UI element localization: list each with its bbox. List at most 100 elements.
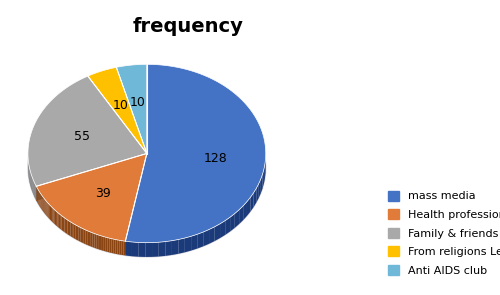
Polygon shape (104, 237, 106, 251)
Polygon shape (68, 220, 69, 235)
Polygon shape (58, 212, 59, 228)
Polygon shape (36, 153, 147, 241)
Polygon shape (86, 230, 87, 245)
Polygon shape (60, 214, 62, 230)
Polygon shape (62, 216, 63, 231)
Polygon shape (76, 225, 77, 240)
Polygon shape (88, 67, 147, 153)
Polygon shape (126, 153, 147, 255)
Polygon shape (243, 201, 247, 220)
Polygon shape (66, 219, 68, 234)
Polygon shape (138, 242, 145, 257)
Text: 55: 55 (74, 130, 90, 143)
Polygon shape (36, 186, 37, 202)
Polygon shape (40, 193, 42, 209)
Polygon shape (254, 188, 256, 207)
Polygon shape (239, 206, 243, 224)
Polygon shape (112, 239, 114, 253)
Polygon shape (59, 214, 60, 229)
Polygon shape (198, 232, 203, 249)
Polygon shape (30, 172, 31, 188)
Polygon shape (235, 210, 239, 228)
Polygon shape (209, 227, 214, 244)
Polygon shape (34, 182, 35, 199)
Polygon shape (72, 223, 74, 238)
Polygon shape (118, 240, 120, 255)
Polygon shape (120, 240, 122, 255)
Polygon shape (122, 241, 124, 255)
Polygon shape (88, 231, 89, 246)
Polygon shape (80, 227, 82, 242)
Polygon shape (191, 234, 198, 250)
Text: 128: 128 (204, 152, 228, 165)
Polygon shape (82, 228, 84, 243)
Polygon shape (55, 210, 56, 225)
Polygon shape (172, 240, 178, 255)
Polygon shape (264, 164, 265, 183)
Polygon shape (250, 193, 254, 212)
Polygon shape (116, 64, 147, 153)
Polygon shape (126, 64, 266, 243)
Polygon shape (89, 232, 91, 246)
Polygon shape (158, 242, 166, 257)
Polygon shape (63, 217, 64, 232)
Polygon shape (106, 237, 108, 252)
Polygon shape (31, 174, 32, 190)
Polygon shape (54, 209, 55, 224)
Polygon shape (110, 238, 112, 253)
Polygon shape (70, 222, 72, 237)
Polygon shape (230, 214, 235, 232)
Polygon shape (247, 197, 250, 216)
Ellipse shape (28, 78, 266, 257)
Polygon shape (152, 242, 158, 257)
Polygon shape (94, 234, 96, 248)
Polygon shape (77, 226, 78, 241)
Text: 10: 10 (130, 96, 146, 109)
Polygon shape (108, 238, 110, 253)
Polygon shape (36, 153, 147, 201)
Polygon shape (37, 188, 38, 203)
Polygon shape (126, 241, 132, 256)
Polygon shape (28, 76, 147, 186)
Polygon shape (50, 205, 51, 221)
Polygon shape (114, 239, 116, 254)
Polygon shape (178, 238, 185, 254)
Polygon shape (42, 196, 43, 212)
Polygon shape (52, 208, 54, 223)
Polygon shape (64, 218, 66, 233)
Polygon shape (98, 235, 100, 250)
Text: frequency: frequency (133, 17, 244, 36)
Polygon shape (96, 234, 98, 249)
Polygon shape (124, 241, 126, 255)
Polygon shape (32, 178, 34, 194)
Polygon shape (100, 235, 102, 250)
Polygon shape (35, 184, 36, 201)
Polygon shape (48, 204, 50, 219)
Polygon shape (259, 179, 261, 198)
Polygon shape (84, 229, 86, 244)
Polygon shape (256, 183, 259, 203)
Polygon shape (261, 174, 262, 193)
Polygon shape (262, 169, 264, 188)
Polygon shape (36, 153, 147, 201)
Polygon shape (126, 153, 147, 255)
Polygon shape (91, 232, 92, 247)
Polygon shape (74, 224, 76, 239)
Polygon shape (69, 221, 70, 236)
Polygon shape (225, 217, 230, 235)
Polygon shape (185, 236, 191, 252)
Polygon shape (265, 159, 266, 178)
Polygon shape (220, 221, 225, 238)
Polygon shape (56, 211, 58, 227)
Text: 39: 39 (95, 187, 111, 200)
Polygon shape (146, 242, 152, 257)
Legend: mass media, Health professionals, Family & friends, From religions Leaders, Anti: mass media, Health professionals, Family… (384, 187, 500, 279)
Polygon shape (46, 201, 48, 217)
Polygon shape (102, 236, 104, 251)
Polygon shape (44, 199, 46, 214)
Polygon shape (78, 227, 80, 242)
Polygon shape (51, 206, 52, 222)
Polygon shape (92, 233, 94, 248)
Polygon shape (166, 241, 172, 256)
Polygon shape (116, 240, 117, 254)
